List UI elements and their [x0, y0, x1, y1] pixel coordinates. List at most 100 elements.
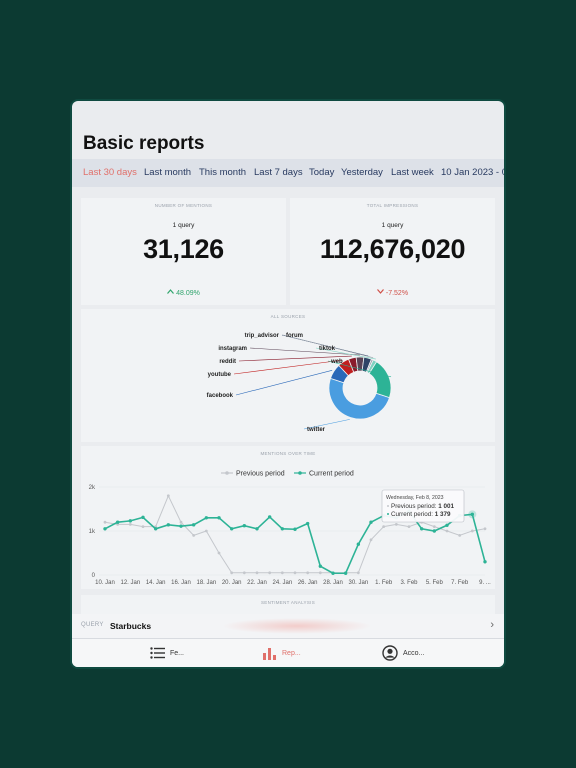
mentions-over-time-title: MENTIONS OVER TIME [260, 451, 316, 456]
previous-point[interactable] [356, 571, 360, 575]
current-point[interactable] [369, 520, 373, 524]
previous-point[interactable] [204, 529, 208, 533]
previous-point[interactable] [192, 534, 196, 537]
current-point[interactable] [470, 512, 475, 517]
x-tick: 24. Jan [272, 580, 292, 586]
mentions-delta: 48.09% [81, 289, 286, 297]
previous-point[interactable] [242, 571, 246, 575]
x-tick: 12. Jan [120, 580, 140, 586]
previous-point[interactable] [470, 529, 474, 533]
current-point[interactable] [153, 527, 158, 531]
current-point[interactable] [305, 521, 310, 526]
sentiment-card-title: SENTIMENT ANALYSIS [261, 600, 315, 605]
label-twitter: twitter [307, 427, 326, 433]
current-point[interactable] [204, 516, 209, 520]
legend-current[interactable]: Current period [309, 471, 354, 478]
previous-point[interactable] [217, 551, 221, 555]
impressions-card[interactable]: TOTAL IMPRESSIONS 1 query 112,676,020 -7… [290, 198, 495, 305]
current-point[interactable] [343, 571, 348, 575]
tab-yesterday[interactable]: Yesterday [341, 167, 383, 178]
previous-point[interactable] [141, 525, 145, 528]
previous-point[interactable] [407, 525, 411, 528]
nav-reports[interactable]: Rep... [263, 645, 301, 661]
previous-point[interactable] [369, 538, 373, 542]
sentiment-blur [222, 618, 372, 634]
current-point[interactable] [191, 523, 196, 527]
current-point[interactable] [217, 516, 221, 520]
current-point[interactable] [267, 515, 272, 519]
y-tick-0: 0 [92, 573, 96, 579]
tab-last-7-days[interactable]: Last 7 days [254, 167, 303, 178]
x-tick: 16. Jan [171, 580, 191, 586]
current-point[interactable] [356, 542, 361, 546]
previous-point[interactable] [483, 527, 487, 531]
current-point[interactable] [280, 527, 285, 531]
query-selector[interactable]: QUERY Starbucks › [72, 614, 504, 638]
previous-point[interactable] [432, 525, 436, 528]
previous-point[interactable] [382, 525, 386, 528]
x-tick: 1. Feb [375, 580, 393, 586]
query-label: QUERY [81, 622, 104, 628]
tooltip-current-marker [387, 513, 389, 515]
mentions-over-time-card: MENTIONS OVER TIME Previous period Curren… [81, 446, 495, 589]
current-point[interactable] [242, 524, 247, 528]
current-point[interactable] [419, 527, 424, 531]
current-point[interactable] [166, 523, 171, 527]
current-point[interactable] [255, 527, 259, 531]
impressions-delta: -7.52% [290, 289, 495, 297]
previous-point[interactable] [306, 571, 310, 575]
x-tick: 9. ... [479, 580, 491, 586]
current-point[interactable] [141, 515, 145, 520]
nav-feed-label: Fe... [170, 649, 185, 657]
chart-tooltip: Wednesday, Feb 8, 2023 Previous period: 1… [381, 489, 465, 523]
legend-previous[interactable]: Previous period [236, 471, 285, 478]
leader-reddit [238, 355, 352, 362]
current-point[interactable] [115, 520, 120, 524]
previous-point[interactable] [445, 529, 449, 533]
current-point[interactable] [445, 523, 449, 527]
previous-point[interactable] [268, 571, 272, 575]
tab-custom-range[interactable]: 10 Jan 2023 - 0 [441, 167, 504, 178]
tooltip-box [381, 489, 465, 523]
tab-last-week[interactable]: Last week [391, 167, 434, 178]
current-point[interactable] [331, 571, 335, 575]
current-point[interactable] [103, 527, 107, 531]
previous-point[interactable] [103, 520, 107, 524]
previous-point[interactable] [293, 571, 297, 575]
current-point[interactable] [128, 519, 133, 523]
nav-account[interactable]: Acco... [382, 645, 424, 661]
previous-point[interactable] [230, 571, 234, 575]
impressions-query-count: 1 query [381, 222, 404, 229]
slice-web[interactable] [368, 361, 392, 399]
label-trip-advisor: trip_advisor [245, 333, 280, 339]
previous-point[interactable] [280, 571, 284, 575]
current-point[interactable] [179, 524, 183, 528]
previous-point[interactable] [458, 534, 462, 537]
label-reddit: reddit [219, 359, 236, 365]
bar-chart-icon [263, 647, 276, 660]
previous-point[interactable] [318, 571, 322, 575]
current-point[interactable] [318, 564, 323, 568]
mentions-card[interactable]: NUMBER OF MENTIONS 1 query 31,126 48.09% [81, 198, 286, 305]
tab-last-month[interactable]: Last month [144, 167, 191, 178]
current-point[interactable] [229, 527, 234, 531]
current-point[interactable] [432, 529, 437, 533]
slice-twitter[interactable] [328, 377, 390, 420]
previous-point[interactable] [179, 520, 183, 524]
tab-this-month[interactable]: This month [199, 167, 246, 178]
leader-forum [282, 334, 374, 359]
previous-point[interactable] [255, 571, 259, 575]
tooltip-date: Wednesday, Feb 8, 2023 [386, 495, 444, 501]
tooltip-previous-label: Previous period: [391, 503, 438, 510]
tab-last-30-days[interactable]: Last 30 days [83, 167, 137, 178]
current-point[interactable] [483, 560, 487, 564]
previous-point[interactable] [394, 523, 398, 526]
nav-feed[interactable]: Fe... [150, 645, 184, 661]
current-point[interactable] [293, 527, 297, 531]
tab-today[interactable]: Today [309, 167, 335, 178]
app-window: Basic reports Last 30 days Last month Th… [72, 101, 504, 667]
chevron-right-icon[interactable]: › [490, 619, 494, 631]
previous-point[interactable] [166, 494, 170, 498]
previous-point[interactable] [128, 523, 132, 526]
nav-reports-label: Rep... [282, 649, 301, 657]
